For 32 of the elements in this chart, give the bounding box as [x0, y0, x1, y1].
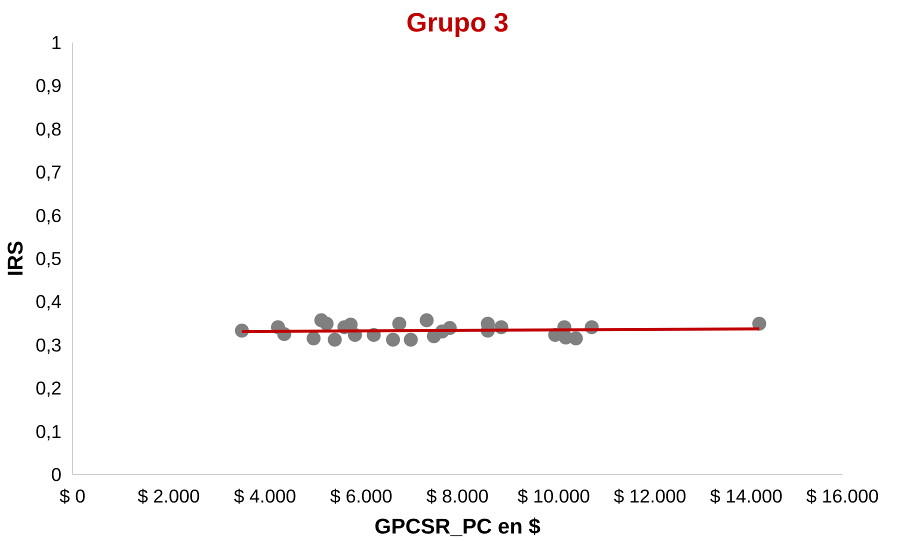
x-tick-label: $ 0	[60, 486, 86, 506]
point	[328, 332, 342, 347]
y-tick-label: 0	[51, 464, 62, 485]
x-tick-label: $ 12.000	[614, 486, 686, 506]
x-tick-label: $ 4.000	[234, 486, 296, 506]
y-tick-label: 0,1	[36, 420, 62, 442]
point	[386, 332, 400, 347]
y-tick-label: 0,3	[36, 334, 62, 356]
x-tick-label: $ 16.000	[806, 486, 879, 506]
point	[306, 331, 321, 346]
point	[320, 316, 334, 331]
y-tick-label: 0,4	[36, 291, 62, 312]
point	[392, 316, 406, 331]
y-tick-label: 0,6	[36, 204, 62, 226]
x-tick-label: $ 8.000	[426, 486, 489, 506]
point	[404, 332, 418, 347]
y-tick-label: 0,8	[36, 118, 62, 140]
chart-title: Grupo 3	[406, 8, 509, 38]
x-tick-label: $ 6.000	[330, 486, 392, 506]
point	[568, 331, 583, 346]
y-tick-label: 0,2	[36, 378, 62, 399]
point	[752, 316, 766, 331]
x-tick-label: $ 10.000	[517, 486, 590, 506]
x-tick-label: $ 14.000	[710, 486, 783, 506]
y-tick-label: 0,7	[36, 162, 62, 183]
x-tick-label: $ 2.000	[138, 486, 200, 506]
y-tick-label: 0,9	[36, 75, 62, 96]
y-axis-title: IRS	[4, 240, 28, 276]
y-tick-label: 1	[51, 32, 62, 53]
point	[420, 313, 434, 328]
y-tick-label: 0,5	[36, 248, 62, 269]
x-axis-title: GPCSR_PC en $	[374, 514, 541, 538]
